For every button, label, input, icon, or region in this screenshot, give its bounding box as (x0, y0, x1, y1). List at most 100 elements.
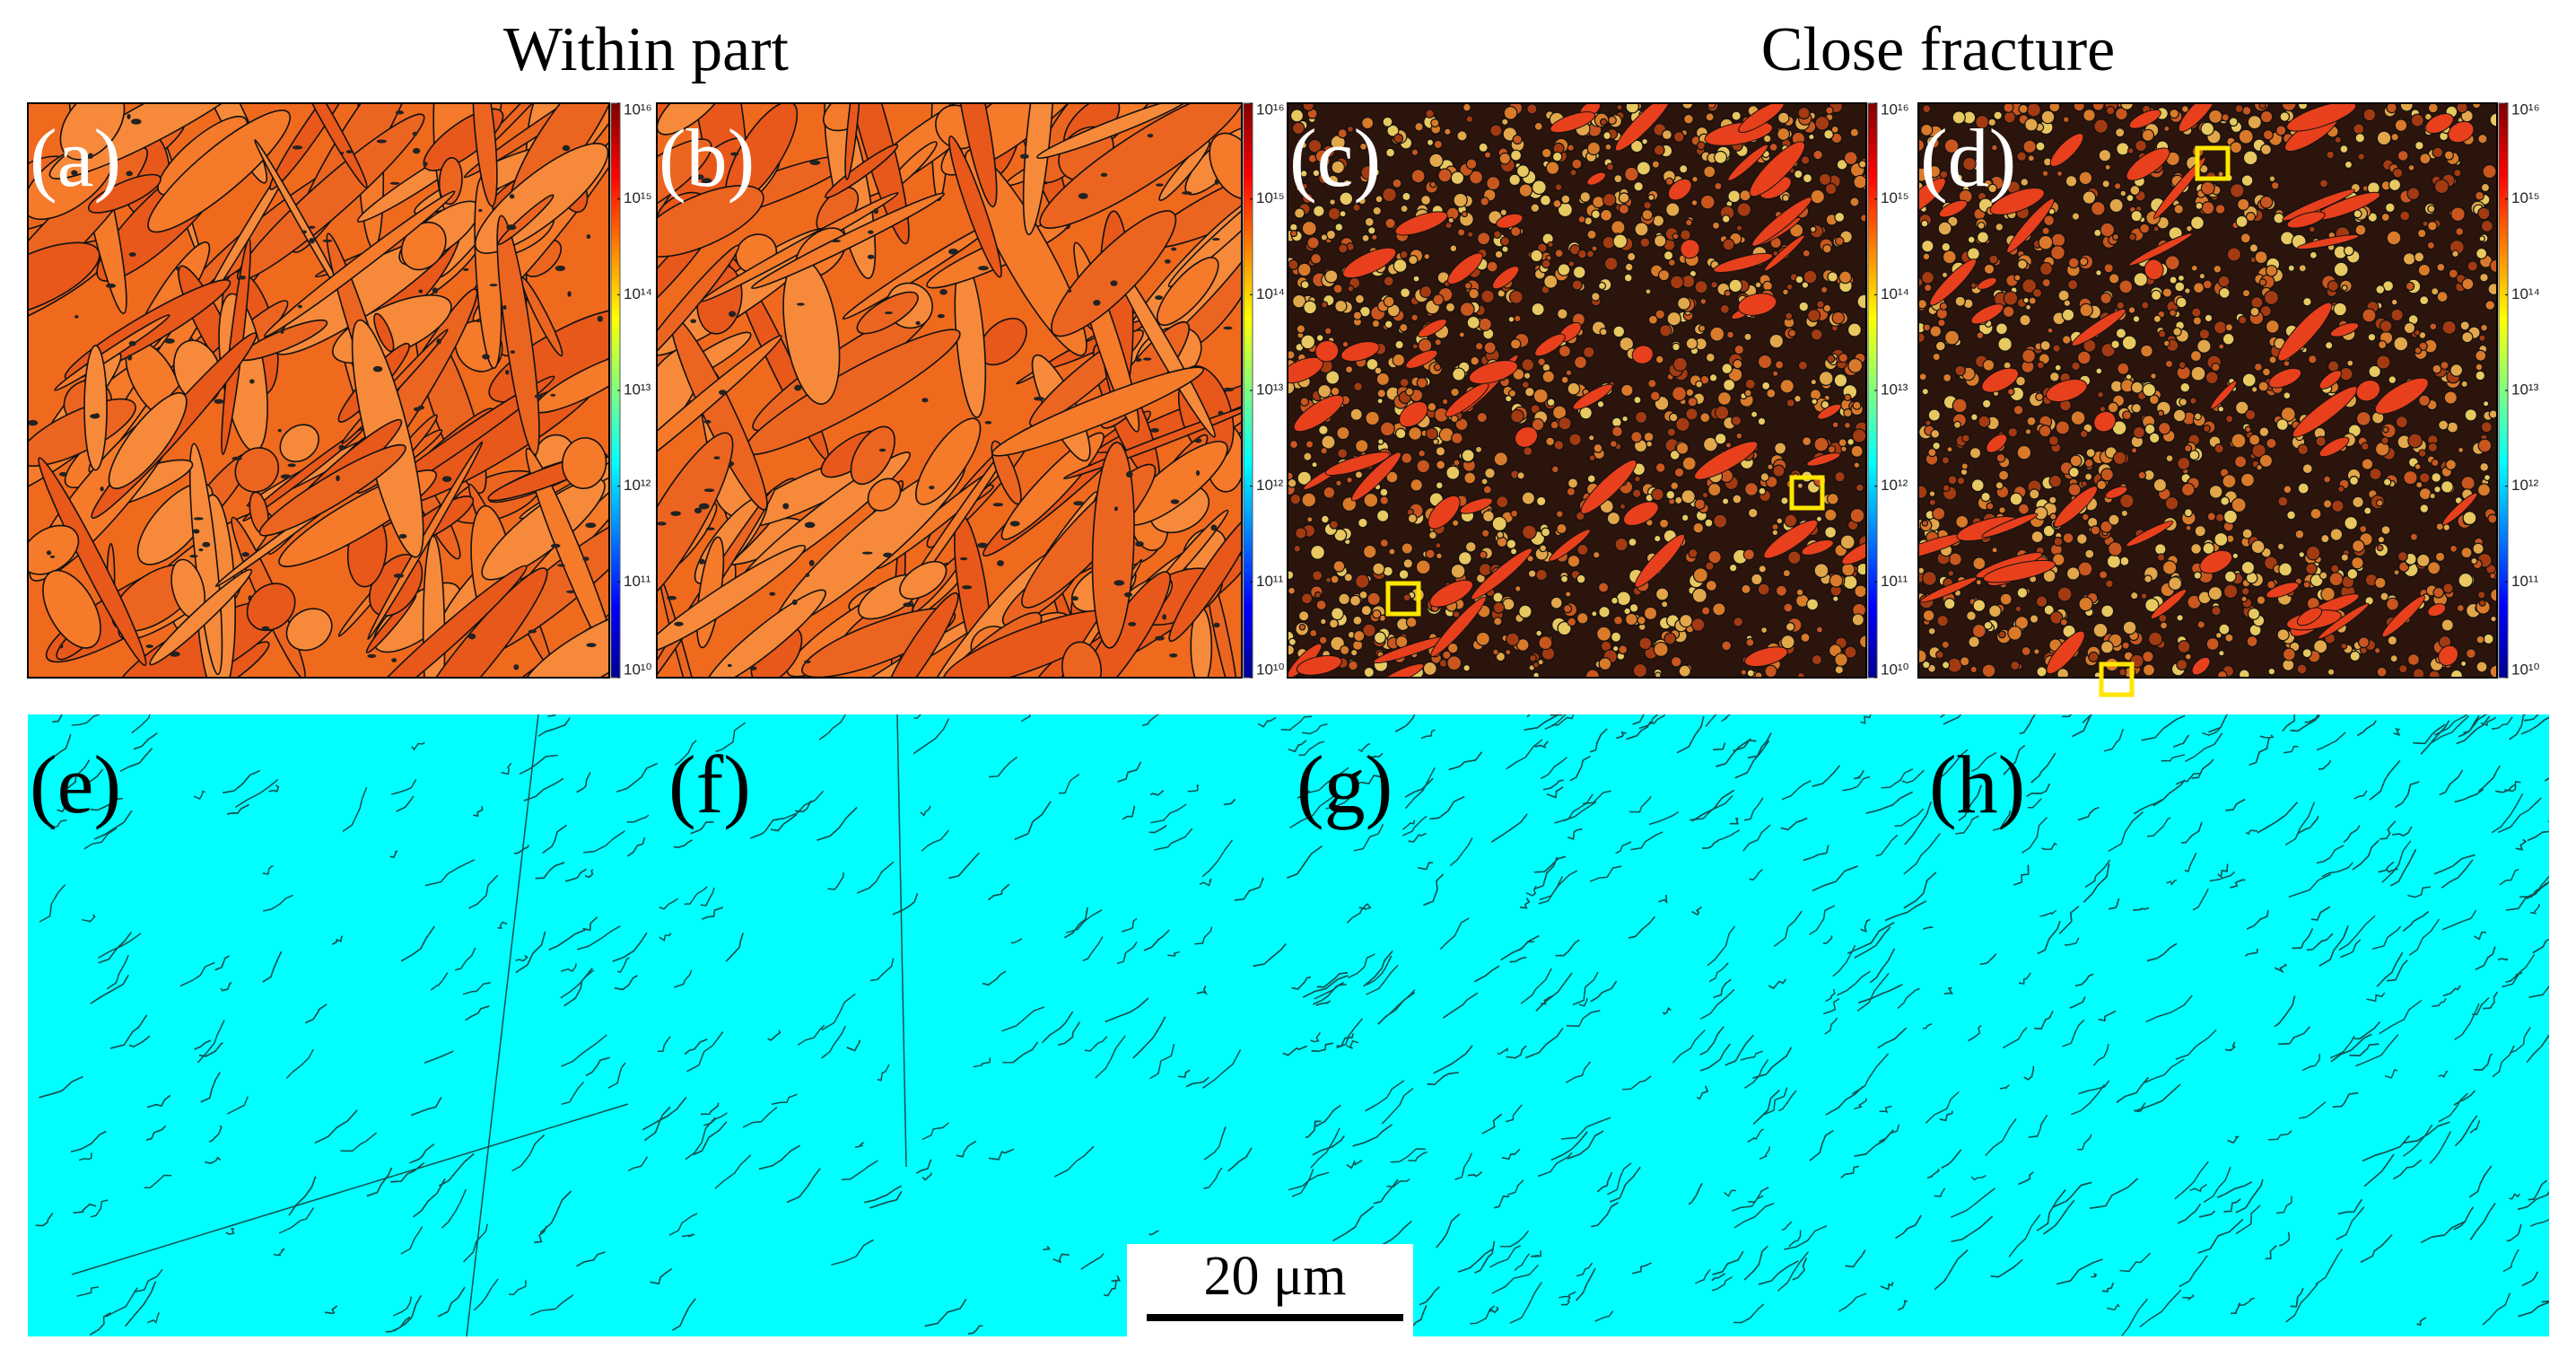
grain (1568, 433, 1582, 447)
grain (2205, 371, 2219, 385)
grain (2367, 332, 2377, 342)
pore (308, 225, 316, 229)
grain (1738, 103, 1785, 133)
grain (1733, 344, 1745, 355)
boundary (1080, 1253, 1105, 1270)
grain (1342, 247, 1397, 279)
pore (164, 338, 175, 344)
grain (2412, 668, 2425, 678)
grain (1340, 341, 1380, 363)
grain (1793, 169, 1803, 180)
grain (1737, 293, 1777, 316)
pore (1070, 596, 1078, 601)
grain (751, 192, 946, 290)
boundary (2360, 1234, 2393, 1263)
grain (1843, 421, 1851, 429)
boundary (1501, 1148, 1521, 1161)
pore (1155, 295, 1163, 301)
grain (2277, 302, 2333, 362)
grain (1814, 115, 1830, 131)
grain (1918, 332, 1926, 344)
grain (1538, 635, 1553, 651)
grain (2062, 531, 2074, 544)
grain (1670, 481, 1680, 491)
grain (2007, 426, 2019, 438)
grain (1698, 324, 1707, 333)
grain (562, 437, 607, 490)
grain (1937, 221, 1952, 236)
boundary (2379, 999, 2423, 1035)
grain (2176, 614, 2184, 622)
boundary (2182, 1294, 2195, 1301)
grain (2240, 560, 2256, 575)
boundary (2197, 1218, 2244, 1254)
boundary (1572, 971, 1599, 1006)
boundary (1538, 875, 1564, 905)
boundary (1420, 729, 1436, 740)
grain (1335, 479, 1342, 487)
grain (1961, 434, 1970, 443)
boundary (2143, 1058, 2185, 1084)
boundary (2278, 1026, 2310, 1046)
boundary (71, 1103, 629, 1275)
grain (1343, 573, 1353, 583)
boundary (342, 787, 368, 832)
grain (2152, 156, 2206, 220)
boundary (2072, 714, 2092, 738)
boundary (1305, 1120, 1322, 1138)
grain (1569, 169, 1577, 177)
boundary (1926, 1168, 1940, 1179)
boundary (225, 1227, 235, 1235)
grain (1719, 303, 1730, 314)
grain (1399, 377, 1410, 388)
boundary (1234, 877, 1264, 901)
boundary (1404, 767, 1436, 810)
grain (2267, 667, 2276, 676)
boundary (686, 1031, 724, 1073)
grain (2234, 104, 2244, 114)
boundary (1578, 997, 1588, 1007)
grain (2190, 215, 2205, 231)
grain (1834, 653, 1848, 667)
boundary (1429, 796, 1465, 820)
boundary (1842, 775, 1871, 792)
grain (2049, 610, 2064, 625)
grain (1826, 354, 1836, 364)
grain (2041, 170, 2049, 178)
grain (1410, 169, 1426, 184)
grain (2359, 524, 2368, 534)
grain (2386, 597, 2400, 611)
grain (1405, 349, 1438, 369)
grain (1647, 194, 1655, 202)
grain (1991, 547, 1998, 554)
boundary (1332, 1205, 1375, 1242)
colorbar-tick-label: 10¹² (624, 477, 651, 494)
pore (884, 311, 893, 315)
grain (1567, 617, 1577, 627)
boundary (1227, 1147, 1253, 1172)
boundary (1950, 1187, 1995, 1218)
boundary (1065, 909, 1103, 933)
boundary (1708, 962, 1729, 983)
pore (192, 529, 200, 534)
boundary (2037, 921, 2061, 955)
boundary (548, 929, 586, 951)
grain (1751, 573, 1763, 586)
boundary (1257, 716, 1277, 728)
grain (2185, 224, 2193, 232)
boundary (896, 714, 907, 1168)
grain (1514, 426, 1539, 448)
boundary (1379, 1220, 1412, 1247)
boundary (90, 1199, 109, 1218)
grain (1566, 486, 1576, 496)
grain (2238, 315, 2248, 325)
grain (1306, 516, 1314, 523)
boundary (1845, 1249, 1866, 1268)
grain (1707, 482, 1722, 497)
boundary (304, 1003, 327, 1024)
pore (1009, 521, 1020, 527)
boundary (1554, 793, 1594, 824)
grain (1784, 513, 1798, 528)
grain (1329, 198, 1336, 206)
boundary (389, 850, 398, 858)
